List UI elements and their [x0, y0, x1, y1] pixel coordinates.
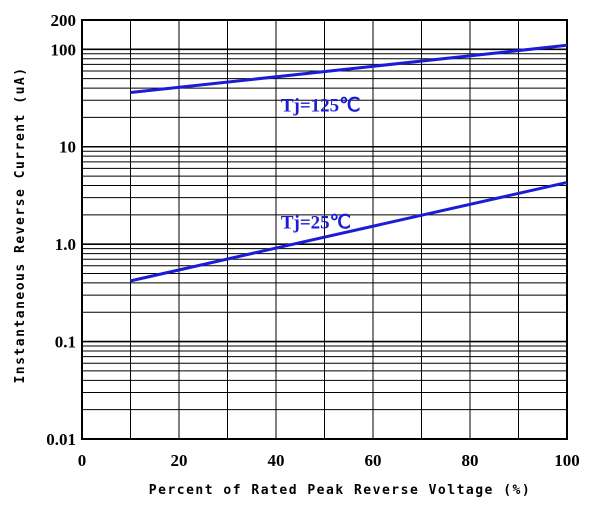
y-tick-label: 0.1	[55, 333, 76, 352]
x-tick-label: 80	[462, 451, 479, 470]
y-tick-label: 1.0	[55, 235, 76, 254]
annotation-label-1: Tj=25℃	[281, 212, 351, 233]
x-tick-label: 20	[171, 451, 188, 470]
x-tick-label: 100	[554, 451, 580, 470]
y-tick-label: 200	[51, 11, 77, 30]
series-group	[130, 43, 568, 283]
plot-frame	[81, 19, 568, 440]
y-axis-label: Instantaneous Reverse Current (uA)	[13, 66, 28, 383]
grid	[81, 19, 568, 440]
x-tick-label: 40	[268, 451, 285, 470]
y-tick-label: 100	[51, 40, 77, 59]
tick-labels: 0 20 40 60 80 100 0.01 0.1 1.0 10 100 200	[46, 11, 580, 470]
series-line-0	[130, 43, 568, 95]
x-axis-label: Percent of Rated Peak Reverse Voltage (%…	[149, 483, 531, 498]
annotations: Tj=125℃ Tj=25℃	[281, 96, 361, 234]
x-tick-label: 60	[365, 451, 382, 470]
y-tick-label: 0.01	[46, 430, 76, 449]
annotation-label-0: Tj=125℃	[281, 96, 361, 117]
x-tick-label: 0	[78, 451, 87, 470]
y-tick-label: 10	[59, 138, 76, 157]
series-line-1	[130, 180, 568, 283]
